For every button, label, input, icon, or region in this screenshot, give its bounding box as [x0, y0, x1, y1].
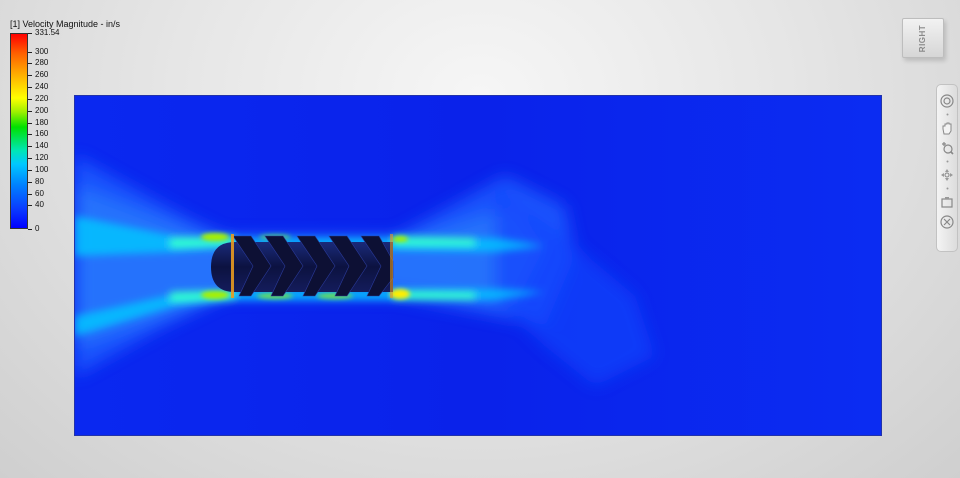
- legend-tick-label: 100: [35, 164, 49, 174]
- nav-separator: [946, 160, 949, 163]
- legend-max-label: 331.54: [35, 28, 60, 37]
- legend-tick-label: 300: [35, 46, 49, 56]
- pan-hand-icon[interactable]: [939, 120, 955, 136]
- flow-jets-cyan: [75, 216, 545, 336]
- legend-tick: [28, 98, 32, 100]
- legend-tick: [28, 158, 32, 160]
- nav-separator: [946, 113, 949, 116]
- nav-separator: [946, 187, 949, 190]
- legend-tick-label: 260: [35, 70, 49, 80]
- legend-tick-label: 80: [35, 176, 44, 186]
- legend-color-bar: [10, 33, 28, 229]
- legend-tick-label: 180: [35, 117, 49, 127]
- legend-tick-label: 60: [35, 188, 44, 198]
- legend-tick: [28, 134, 32, 136]
- legend-tick-label: 140: [35, 141, 49, 151]
- zoom-icon[interactable]: [939, 140, 955, 156]
- legend-tick-label: 120: [35, 153, 49, 163]
- legend-tick-label: 160: [35, 129, 49, 139]
- legend-tick: [28, 51, 32, 53]
- steering-wheel-icon[interactable]: [939, 93, 955, 109]
- color-legend: [1] Velocity Magnitude - in/s 331.54 300 2…: [10, 19, 120, 239]
- center-icon[interactable]: [939, 214, 955, 230]
- legend-tick: [28, 181, 32, 183]
- orbit-icon[interactable]: [939, 167, 955, 183]
- legend-tick: [28, 122, 32, 124]
- navigation-bar: [936, 84, 958, 252]
- impeller-blades: [232, 235, 394, 297]
- legend-tick: [28, 110, 32, 112]
- legend-tick-label: 0: [35, 224, 40, 233]
- impeller-geometry: [211, 234, 394, 298]
- legend-title: [1] Velocity Magnitude - in/s: [10, 19, 121, 29]
- legend-tick-label: 40: [35, 200, 44, 210]
- legend-tick-label: 200: [35, 105, 49, 115]
- view-cube[interactable]: RIGHT: [902, 18, 944, 58]
- legend-tick: [28, 169, 32, 171]
- legend-tick: [28, 63, 32, 65]
- legend-tick: [28, 229, 32, 230]
- view-cube-face-label: RIGHT: [918, 24, 928, 52]
- legend-tick-label: 220: [35, 93, 49, 103]
- look-at-icon[interactable]: [939, 194, 955, 210]
- legend-tick-label: 240: [35, 82, 49, 92]
- legend-tick: [28, 205, 32, 207]
- legend-tick: [28, 193, 32, 195]
- legend-tick: [28, 87, 32, 89]
- legend-tick-label: 280: [35, 58, 49, 68]
- legend-tick: [28, 33, 32, 34]
- legend-tick: [28, 75, 32, 77]
- simulation-domain[interactable]: [75, 96, 881, 435]
- velocity-field-plot: [75, 96, 881, 435]
- legend-tick: [28, 146, 32, 148]
